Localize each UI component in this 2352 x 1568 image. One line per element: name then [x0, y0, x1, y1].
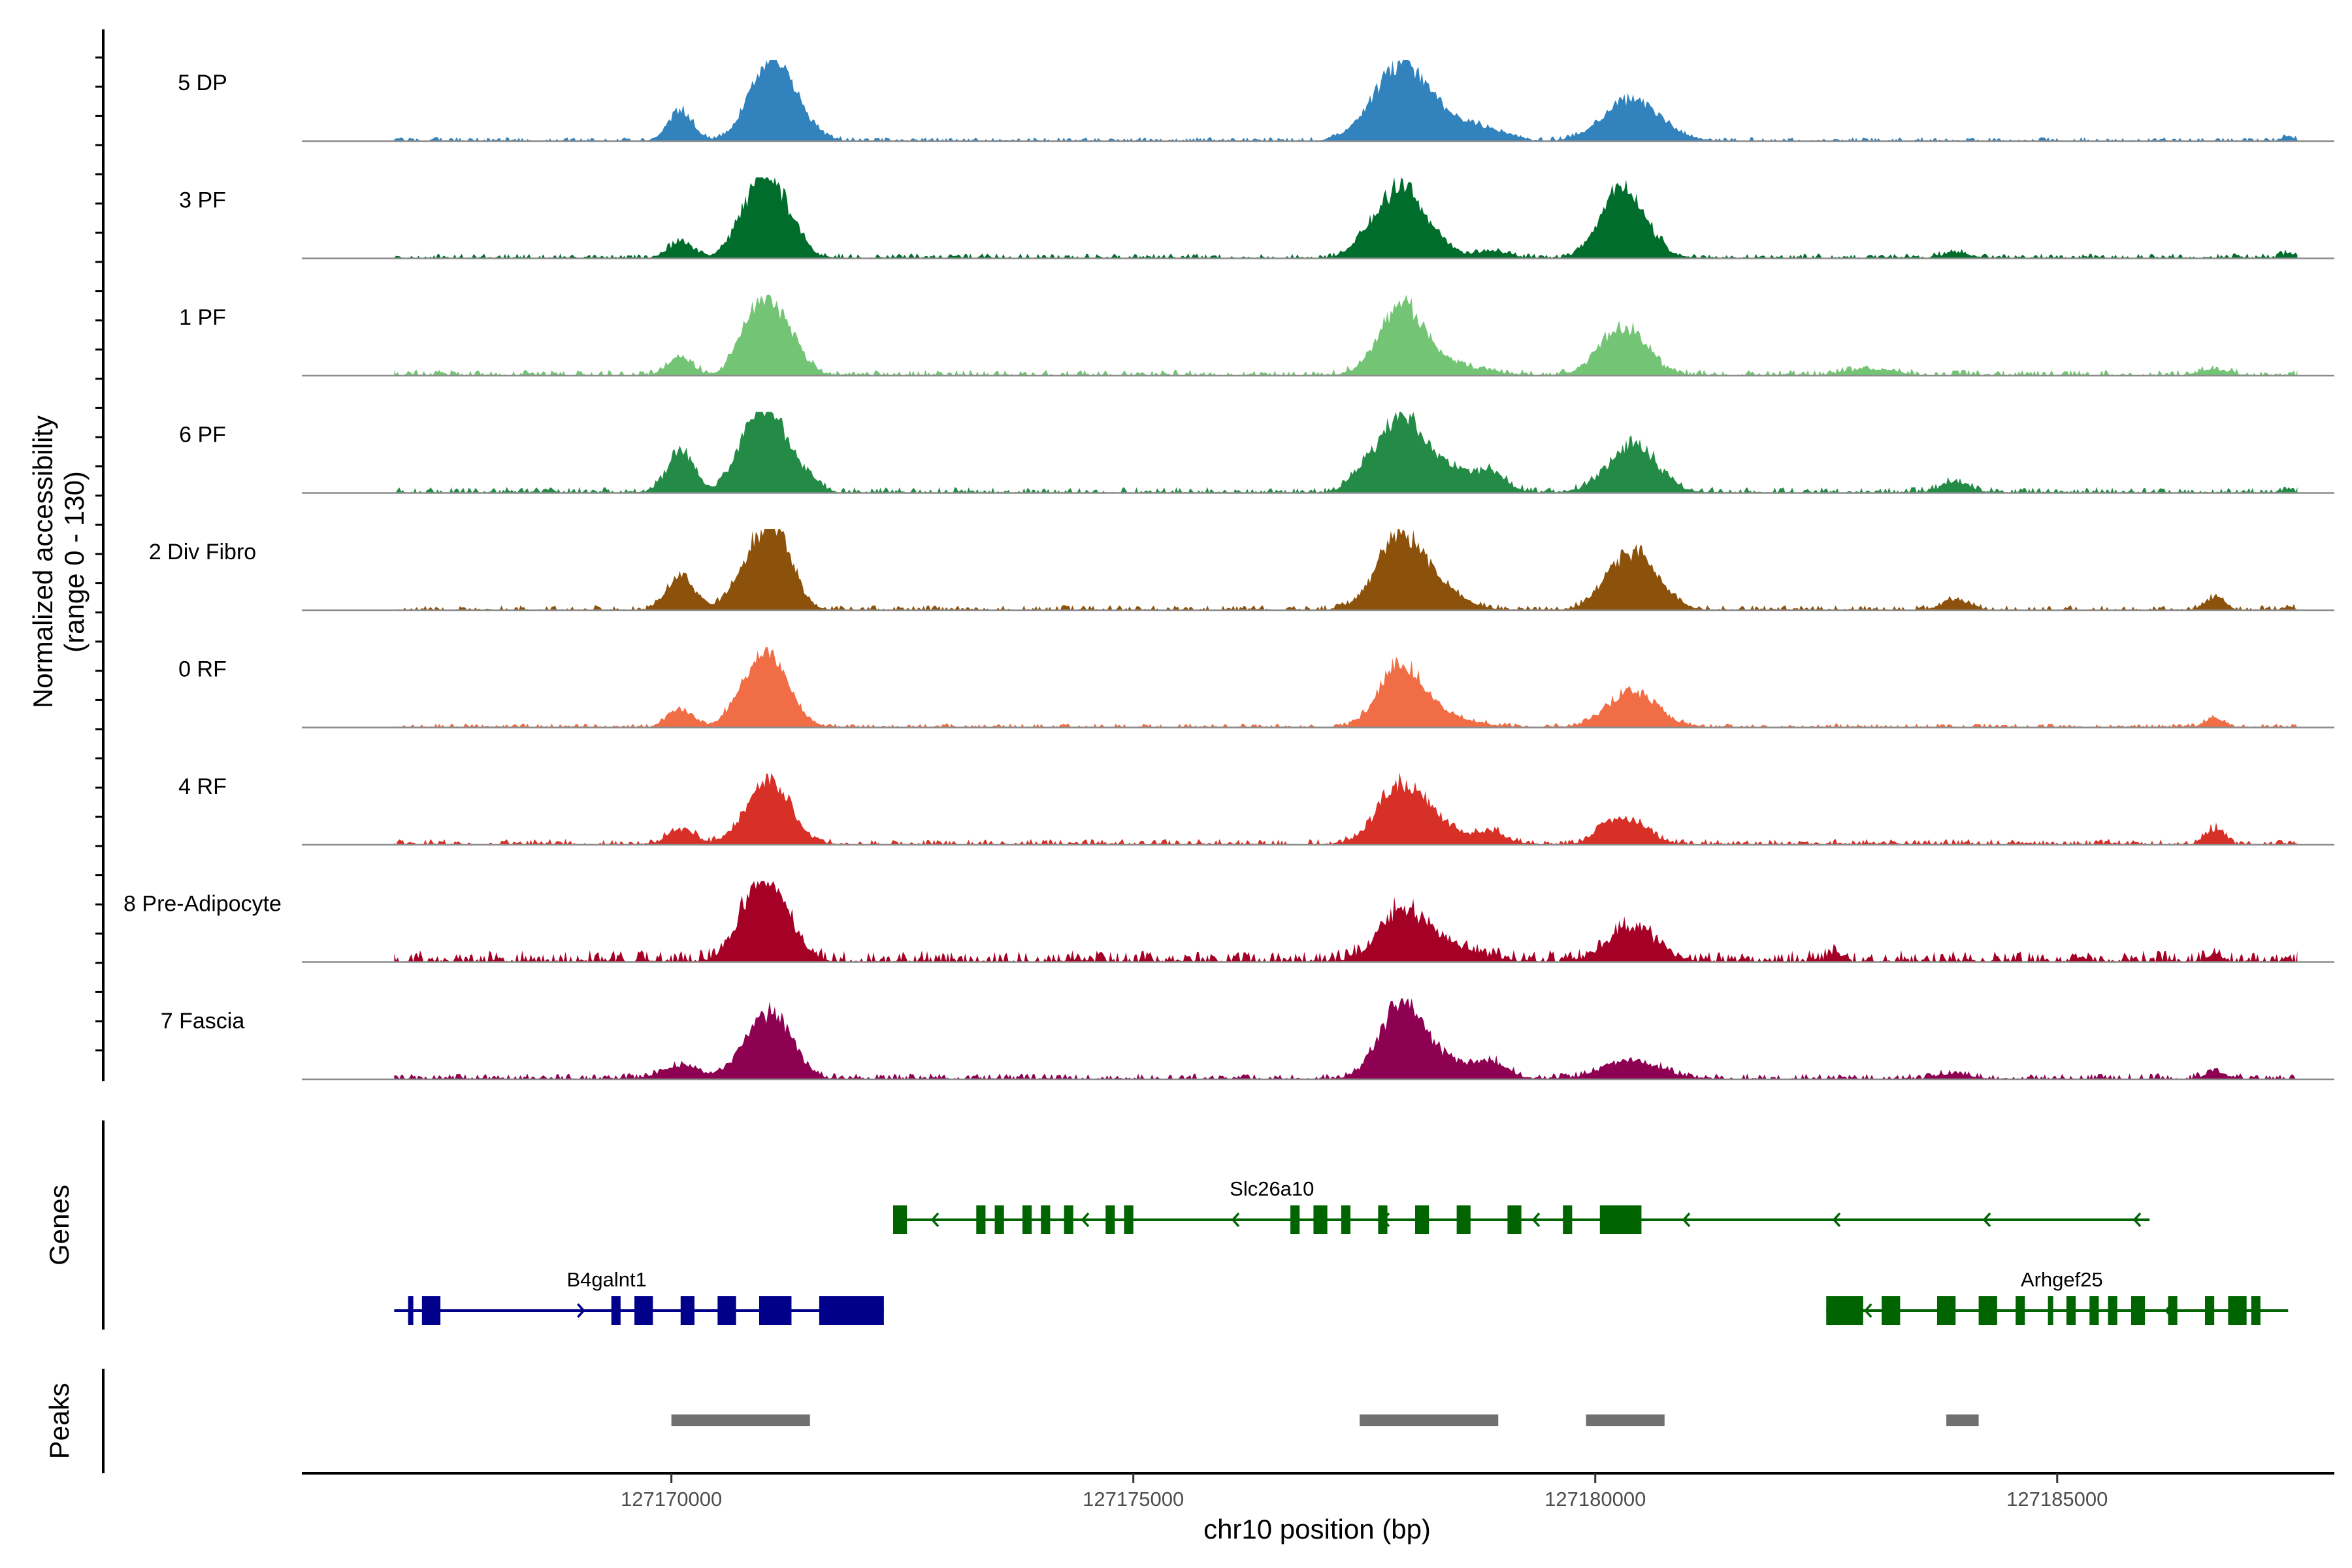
exon-arhgef25 — [2251, 1296, 2261, 1325]
coverage-area-5-dp — [394, 60, 2298, 141]
exon-arhgef25 — [2168, 1296, 2178, 1325]
coverage-area-1-pf — [394, 295, 2298, 376]
peaks-track — [671, 1414, 1979, 1426]
exon-b4galnt1 — [408, 1296, 414, 1325]
exon-arhgef25 — [2089, 1296, 2099, 1325]
exon-slc26a10 — [893, 1205, 907, 1234]
exon-b4galnt1 — [819, 1296, 884, 1325]
peak-region — [1946, 1414, 1979, 1426]
strand-arrow-slc26a10 — [1832, 1212, 1841, 1228]
exon-arhgef25 — [2131, 1296, 2146, 1325]
exon-b4galnt1 — [421, 1296, 441, 1325]
exon-b4galnt1 — [680, 1296, 694, 1325]
exon-arhgef25 — [1978, 1296, 1997, 1325]
x-tick-label: 127180000 — [1544, 1488, 1646, 1511]
x-axis: 127170000 127175000 127180000 127185000 — [302, 1472, 2334, 1511]
genes-axis-title: Genes — [44, 1184, 74, 1266]
exon-b4galnt1 — [759, 1296, 792, 1325]
exon-slc26a10 — [1105, 1205, 1115, 1234]
exon-b4galnt1 — [717, 1296, 736, 1325]
track-label-7-fascia: 7 Fascia — [161, 1009, 245, 1034]
x-tick-label: 127170000 — [621, 1488, 722, 1511]
track-label-2-div-fibro: 2 Div Fibro — [149, 540, 256, 564]
exon-slc26a10 — [1599, 1205, 1642, 1234]
exon-slc26a10 — [1022, 1205, 1032, 1234]
y-axis-range: (range 0 - 130) — [59, 471, 90, 653]
exon-slc26a10 — [1041, 1205, 1051, 1234]
coverage-area-4-rf — [394, 772, 2298, 845]
strand-arrow-b4galnt1 — [577, 1303, 585, 1318]
coverage-area-3-pf — [394, 177, 2298, 259]
strand-arrow-slc26a10 — [1531, 1212, 1541, 1228]
strand-arrow-slc26a10 — [1682, 1212, 1691, 1228]
genes-track: Slc26a10 B4galnt1 Arhgef25 — [394, 1177, 2289, 1325]
gene-label-slc26a10: Slc26a10 — [1230, 1177, 1314, 1200]
strand-arrow-slc26a10 — [1982, 1212, 1991, 1228]
y-axis-title: Normalized accessibility — [27, 416, 58, 708]
coverage-area-8-pre-adipocyte — [394, 881, 2298, 962]
peak-region — [1360, 1414, 1499, 1426]
exon-arhgef25 — [1882, 1296, 1901, 1325]
track-label-1-pf: 1 PF — [179, 305, 226, 330]
exon-arhgef25 — [2016, 1296, 2025, 1325]
strand-arrow-slc26a10 — [1231, 1212, 1240, 1228]
exon-arhgef25 — [2048, 1296, 2053, 1325]
peak-region — [1586, 1414, 1665, 1426]
track-label-0-rf: 0 RF — [178, 657, 227, 682]
track-label-8-pre-adipocyte: 8 Pre-Adipocyte — [123, 892, 282, 917]
strand-arrow-slc26a10 — [930, 1212, 939, 1228]
exon-slc26a10 — [976, 1205, 986, 1234]
exon-arhgef25 — [2228, 1296, 2247, 1325]
track-label-4-rf: 4 RF — [178, 774, 227, 799]
exon-slc26a10 — [1064, 1205, 1073, 1234]
exon-arhgef25 — [2066, 1296, 2076, 1325]
exon-arhgef25 — [2205, 1296, 2215, 1325]
coverage-area-2-div-fibro — [394, 529, 2298, 610]
strand-arrow-arhgef25 — [1863, 1303, 1872, 1318]
exon-slc26a10 — [1378, 1205, 1388, 1234]
track-labels: 5 DP 3 PF 1 PF 6 PF 2 Div Fibro 0 RF 4 RF 8 Pre… — [123, 71, 282, 1034]
exon-slc26a10 — [1414, 1205, 1429, 1234]
exon-slc26a10 — [1313, 1205, 1328, 1234]
exon-b4galnt1 — [634, 1296, 653, 1325]
track-label-5-dp: 5 DP — [178, 71, 227, 95]
peaks-axis-title: Peaks — [44, 1383, 74, 1460]
strand-arrow-slc26a10 — [2132, 1212, 2142, 1228]
exon-slc26a10 — [1124, 1205, 1134, 1234]
exon-slc26a10 — [1507, 1205, 1522, 1234]
exon-slc26a10 — [1563, 1205, 1573, 1234]
strand-arrow-slc26a10 — [1081, 1212, 1090, 1228]
coverage-area-0-rf — [394, 646, 2298, 728]
coverage-tracks — [302, 60, 2334, 1081]
coverage-area-7-fascia — [394, 998, 2298, 1079]
exon-b4galnt1 — [611, 1296, 621, 1325]
peak-region — [671, 1414, 810, 1426]
coverage-area-6-pf — [394, 412, 2298, 493]
y-axis-ticks — [95, 56, 103, 1052]
exon-slc26a10 — [1290, 1205, 1300, 1234]
gene-label-b4galnt1: B4galnt1 — [566, 1268, 646, 1291]
gene-label-arhgef25: Arhgef25 — [2021, 1268, 2103, 1291]
exon-slc26a10 — [1456, 1205, 1471, 1234]
exon-arhgef25 — [1826, 1296, 1863, 1325]
x-axis-title: chr10 position (bp) — [1203, 1514, 1431, 1544]
exon-arhgef25 — [2108, 1296, 2117, 1325]
exon-slc26a10 — [994, 1205, 1004, 1234]
track-label-3-pf: 3 PF — [179, 188, 226, 213]
x-tick-label: 127175000 — [1083, 1488, 1184, 1511]
track-label-6-pf: 6 PF — [179, 423, 226, 448]
exon-arhgef25 — [1936, 1296, 1956, 1325]
x-tick-label: 127185000 — [2006, 1488, 2108, 1511]
exon-slc26a10 — [1341, 1205, 1350, 1234]
